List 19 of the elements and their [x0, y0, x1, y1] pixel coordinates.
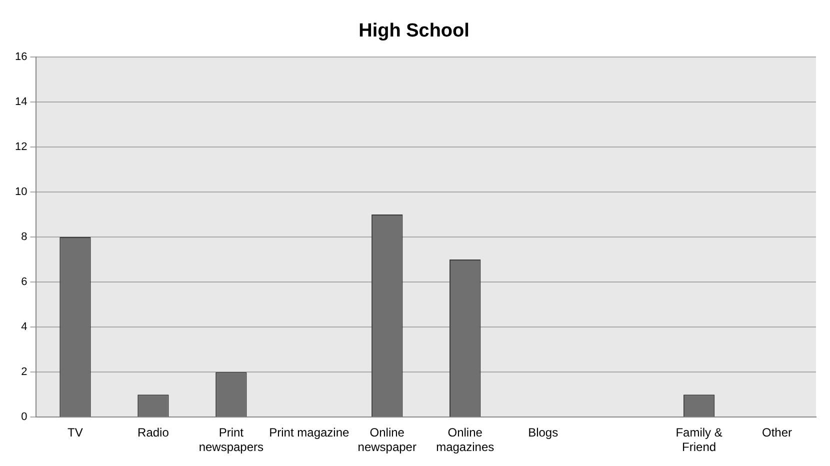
- x-tick-label: Print newspapers: [198, 426, 264, 454]
- x-tick-label: Online newspaper: [358, 426, 416, 454]
- y-tick-label: 2: [21, 366, 28, 378]
- chart-title: High School: [358, 20, 470, 42]
- y-tick-label: 6: [21, 276, 28, 288]
- x-tick-label: Family & Friend: [676, 426, 722, 454]
- x-tick-label: TV: [68, 426, 83, 440]
- y-tick-label: 0: [21, 411, 28, 424]
- x-tick-label: Online magazines: [436, 426, 494, 454]
- x-tick-label: Other: [762, 426, 792, 440]
- x-tick-label: Print magazine: [269, 426, 350, 440]
- y-tick-label: 4: [21, 321, 28, 334]
- y-tick-label: 14: [14, 96, 28, 108]
- x-tick-label: Radio: [138, 426, 170, 440]
- x-tick-label: Blogs: [528, 426, 558, 440]
- y-tick-label: 12: [14, 140, 28, 153]
- y-tick-label: 16: [14, 50, 28, 63]
- y-tick-label: 8: [21, 231, 28, 244]
- y-tick-label: 10: [14, 186, 28, 198]
